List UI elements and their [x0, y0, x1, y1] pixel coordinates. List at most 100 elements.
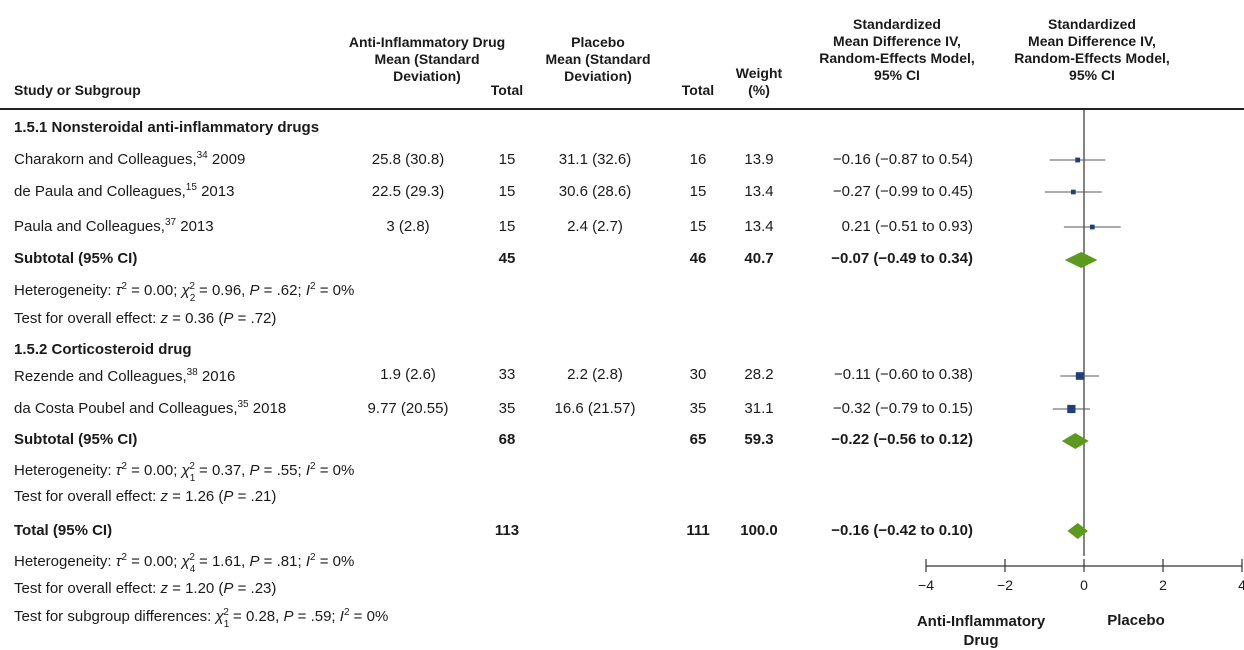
drug-mean: 3 (2.8): [386, 218, 430, 235]
weight: 28.2: [744, 366, 774, 383]
text-part: P: [249, 282, 260, 299]
header-line: Weight: [735, 65, 783, 81]
ci-text: −0.11 (−0.60 to 0.38): [834, 366, 973, 383]
favours-line: Drug: [963, 632, 999, 649]
weight: 31.1: [744, 400, 774, 417]
text-part: χ: [181, 462, 190, 479]
study-marker: [1075, 372, 1084, 380]
favours-line: Anti-Inflammatory: [916, 613, 1046, 630]
study-year: 2013: [196, 183, 235, 200]
total-diamond: [1067, 523, 1088, 539]
text-part: P: [223, 580, 234, 597]
text-part: 1: [189, 473, 196, 484]
drug-total: 15: [498, 218, 516, 235]
text-part: 2: [189, 293, 196, 304]
study-ref: 35: [237, 399, 249, 410]
study-name-text: de Paula and Colleagues,: [14, 183, 186, 200]
subtotal-weight: 59.3: [744, 431, 774, 448]
text-part: I: [305, 282, 310, 299]
header-line: 95% CI: [874, 67, 920, 83]
header-smd: Standardized Mean Difference IV, Random-…: [819, 16, 975, 84]
study-marker: [1089, 224, 1095, 230]
total-label: Total (95% CI): [14, 522, 113, 539]
text-part: τ: [115, 282, 122, 299]
study-year: 2018: [248, 400, 287, 417]
header-line: Deviation): [393, 68, 461, 84]
subtotal-weight: 40.7: [744, 250, 774, 267]
header-rule: [0, 108, 1244, 110]
text-part: Heterogeneity:: [14, 462, 116, 479]
text-part: = 0.00;: [126, 462, 182, 479]
header-drug-total: Total: [491, 82, 523, 99]
group-title: 1.5.2 Corticosteroid drug: [14, 341, 192, 358]
text-part: = 0.00;: [126, 553, 182, 570]
text-part: 2: [223, 607, 229, 618]
text-part: = 0.37,: [194, 462, 250, 479]
text-part: = .21): [233, 488, 277, 505]
ci-text: −0.32 (−0.79 to 0.15): [832, 400, 973, 417]
header-line: Mean Difference IV,: [833, 33, 961, 49]
subtotal-ci-text: −0.22 (−0.56 to 0.12): [831, 431, 973, 448]
drug-total: 15: [498, 183, 516, 200]
header-line: Random-Effects Model,: [1014, 50, 1170, 66]
text-part: = 0.00;: [126, 282, 182, 299]
text-part: χ: [181, 282, 190, 299]
text-part: z: [160, 580, 168, 597]
header-line: Standardized: [1048, 16, 1136, 32]
ci-text: −0.27 (−0.99 to 0.45): [832, 183, 973, 200]
header-line: Anti-Inflammatory Drug: [348, 34, 506, 50]
subtotal-placebo-total: 65: [689, 431, 707, 448]
text-part: = 1.20 (: [167, 580, 224, 597]
text-part: = .72): [233, 310, 277, 327]
placebo-total: 15: [689, 218, 707, 235]
header-line: Mean Difference IV,: [1028, 33, 1156, 49]
text-part: z: [160, 488, 168, 505]
study-ref: 37: [164, 217, 177, 228]
text-part: = 1.61,: [194, 553, 250, 570]
text-part: 2: [189, 281, 195, 292]
header-line: Study or Subgroup: [14, 82, 141, 98]
ci-text: −0.16 (−0.87 to 0.54): [832, 151, 973, 168]
study-name: Rezende and Colleagues,38 2016: [14, 368, 235, 386]
study-ref: 38: [186, 367, 198, 378]
study-name-text: Charakorn and Colleagues,: [14, 151, 197, 168]
study-year: 2009: [207, 151, 246, 168]
text-part: τ: [115, 462, 122, 479]
text-part: 2: [343, 607, 350, 618]
text-part: = 0.28,: [228, 608, 284, 625]
x-tick-label: 0: [1080, 577, 1088, 593]
placebo-total: 15: [689, 183, 707, 200]
placebo-total: 30: [689, 366, 707, 383]
text-part: 2: [189, 552, 195, 563]
study-ref: 15: [185, 182, 197, 193]
text-part: 2: [309, 281, 316, 292]
text-part: Test for subgroup differences:: [14, 608, 216, 625]
text-part: 2: [121, 281, 127, 292]
text-part: = .62;: [259, 282, 306, 299]
text-part: Test for overall effect:: [14, 580, 161, 597]
text-part: z: [160, 310, 168, 327]
header-line: Placebo: [571, 34, 625, 50]
ci-text: 0.21 (−0.51 to 0.93): [841, 218, 973, 235]
text-part: Test for overall effect:: [14, 488, 161, 505]
favours-left-label: Anti-Inflammatory Drug: [917, 612, 1045, 650]
header-line: (%): [748, 82, 770, 98]
text-part: 1: [223, 619, 230, 630]
text-part: 2: [121, 461, 127, 472]
text-part: = 0.96,: [194, 282, 250, 299]
text-part: = 0.36 (: [167, 310, 224, 327]
subtotal-diamond: [1064, 252, 1098, 268]
study-name: Charakorn and Colleagues,34 2009: [14, 151, 245, 169]
overall-effect-text: Test for overall effect: z = 0.36 (P = .…: [14, 310, 276, 328]
study-marker: [1070, 189, 1076, 195]
subtotal-label: Subtotal (95% CI): [14, 431, 138, 448]
text-part: P: [249, 553, 260, 570]
favours-right-label: Placebo: [1107, 612, 1165, 629]
subtotal-label: Subtotal (95% CI): [14, 250, 138, 267]
drug-mean: 25.8 (30.8): [371, 151, 445, 168]
text-part: P: [283, 608, 294, 625]
overall-effect-text: Test for overall effect: z = 1.26 (P = .…: [14, 488, 276, 506]
x-tick-label: 2: [1159, 577, 1167, 593]
text-part: 2: [309, 552, 316, 563]
header-placebo-mean: Placebo Mean (Standard Deviation): [545, 34, 650, 85]
